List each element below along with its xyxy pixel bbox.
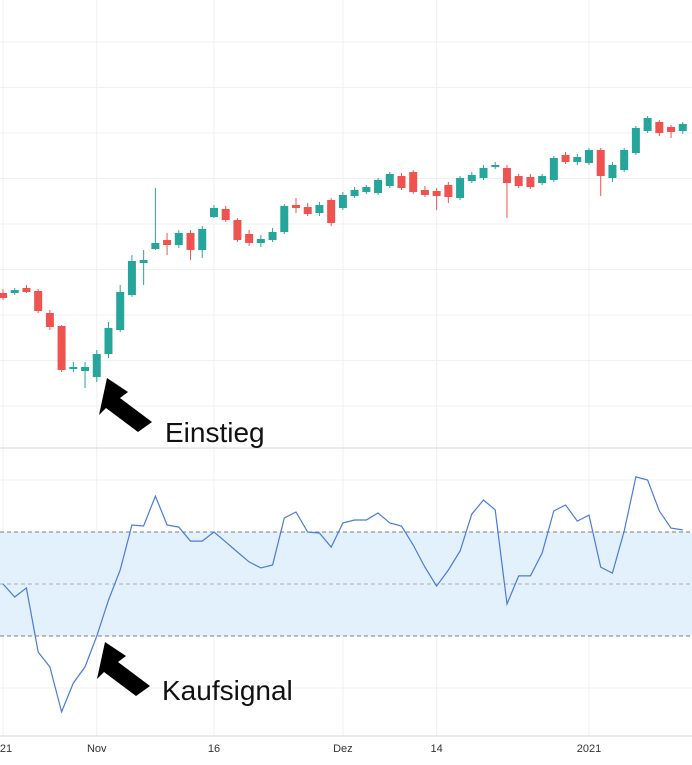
candle-body <box>585 150 593 163</box>
x-tick-label: Dez <box>333 743 353 755</box>
candle-body <box>57 326 66 370</box>
candle-body <box>667 127 676 132</box>
candle-body <box>280 206 289 232</box>
plot <box>0 116 692 714</box>
candle-body <box>350 190 359 196</box>
candle-body <box>362 187 371 192</box>
candle-body <box>163 240 172 245</box>
x-tick-label: 16 <box>208 743 220 755</box>
candle-body <box>10 290 19 293</box>
candle-body <box>678 124 687 131</box>
candle-body <box>479 168 488 178</box>
candle-body <box>643 118 652 131</box>
x-tick-label: 2021 <box>577 743 601 755</box>
candle-body <box>186 233 195 250</box>
candle-body <box>81 367 90 371</box>
candle-body <box>491 165 500 167</box>
candle-body <box>116 292 125 330</box>
candle-body <box>655 122 664 133</box>
candle-body <box>561 155 570 162</box>
candle-body <box>374 180 383 193</box>
candle-body <box>92 354 101 377</box>
arrow <box>99 378 152 432</box>
candle-body <box>620 150 629 170</box>
candle-body <box>233 220 242 240</box>
candle-body <box>174 233 183 245</box>
candle-body <box>420 190 429 195</box>
candle-body <box>69 367 78 369</box>
candle-body <box>608 165 617 178</box>
candle-body <box>127 261 136 295</box>
annotation: Kaufsignal <box>162 675 293 706</box>
candle-body <box>0 293 7 298</box>
arrow <box>97 642 150 696</box>
indicator-line <box>2 476 683 714</box>
candle-body <box>221 209 230 220</box>
candle-body <box>327 200 336 223</box>
candle-body <box>45 313 54 327</box>
candle-body <box>22 288 31 292</box>
candle-body <box>151 243 160 249</box>
candle-body <box>315 205 324 213</box>
annotation: Einstieg <box>165 417 265 448</box>
candle-body <box>139 260 148 263</box>
candle-body <box>514 176 523 186</box>
candle-body <box>502 168 511 183</box>
candle-body <box>198 229 207 250</box>
candle-body <box>292 205 300 208</box>
candle-body <box>209 208 218 217</box>
x-tick-label: Nov <box>87 743 107 755</box>
candle-body <box>303 207 312 214</box>
candle-body <box>409 172 418 192</box>
candle-body <box>526 177 535 187</box>
x-tick-label: 14 <box>431 743 443 755</box>
candle-body <box>573 157 582 162</box>
candle-body <box>397 176 406 188</box>
candle-body <box>245 234 254 243</box>
candle-body <box>34 291 43 311</box>
candle-body <box>432 191 441 196</box>
candle-body <box>338 195 347 208</box>
candle-body <box>538 176 547 183</box>
candle-body <box>549 158 558 180</box>
candle-body <box>631 128 640 153</box>
candle-body <box>256 239 265 243</box>
candle-body <box>467 175 476 181</box>
candle-body <box>596 150 605 176</box>
candle-body <box>104 328 113 354</box>
x-tick-label: 21 <box>0 743 12 755</box>
candle-body <box>444 185 453 197</box>
candle-body <box>385 174 394 186</box>
candle-body <box>268 232 277 240</box>
candle-body <box>456 178 465 198</box>
